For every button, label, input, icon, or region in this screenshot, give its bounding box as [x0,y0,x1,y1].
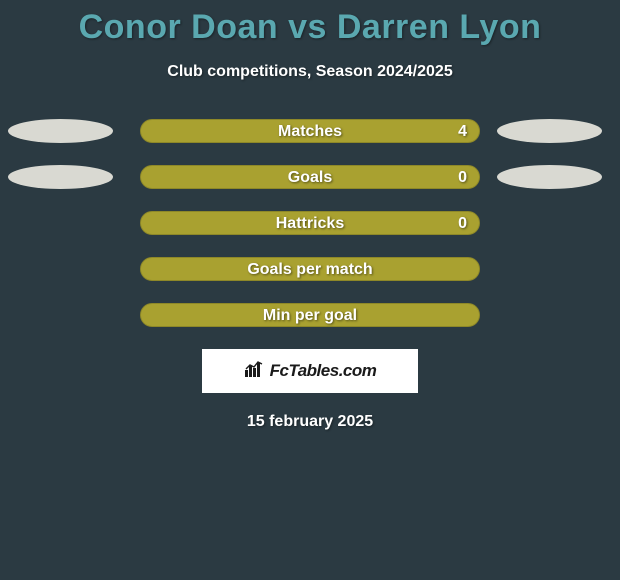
player-right-marker [497,119,602,143]
stat-row: Hattricks0 [0,211,620,235]
logo-box: FcTables.com [202,349,418,393]
player-right-marker [497,165,602,189]
stat-value: 0 [458,212,467,236]
stat-label: Matches [141,120,479,144]
stat-label: Goals [141,166,479,190]
stat-value: 0 [458,166,467,190]
stat-bar: Goals0 [140,165,480,189]
stat-row: Min per goal [0,303,620,327]
stat-row: Goals0 [0,165,620,189]
date-label: 15 february 2025 [0,413,620,431]
stat-label: Goals per match [141,258,479,282]
stat-rows: Matches4Goals0Hattricks0Goals per matchM… [0,119,620,327]
stat-bar: Hattricks0 [140,211,480,235]
stat-value: 4 [458,120,467,144]
bar-chart-icon [244,360,266,383]
logo-text: FcTables.com [270,361,377,381]
page-title: Conor Doan vs Darren Lyon [0,0,620,47]
player-left-marker [8,119,113,143]
stat-bar: Matches4 [140,119,480,143]
player-left-marker [8,165,113,189]
stat-bar: Goals per match [140,257,480,281]
stat-row: Matches4 [0,119,620,143]
stat-label: Min per goal [141,304,479,328]
subtitle: Club competitions, Season 2024/2025 [0,63,620,81]
stat-bar: Min per goal [140,303,480,327]
stat-row: Goals per match [0,257,620,281]
stat-label: Hattricks [141,212,479,236]
